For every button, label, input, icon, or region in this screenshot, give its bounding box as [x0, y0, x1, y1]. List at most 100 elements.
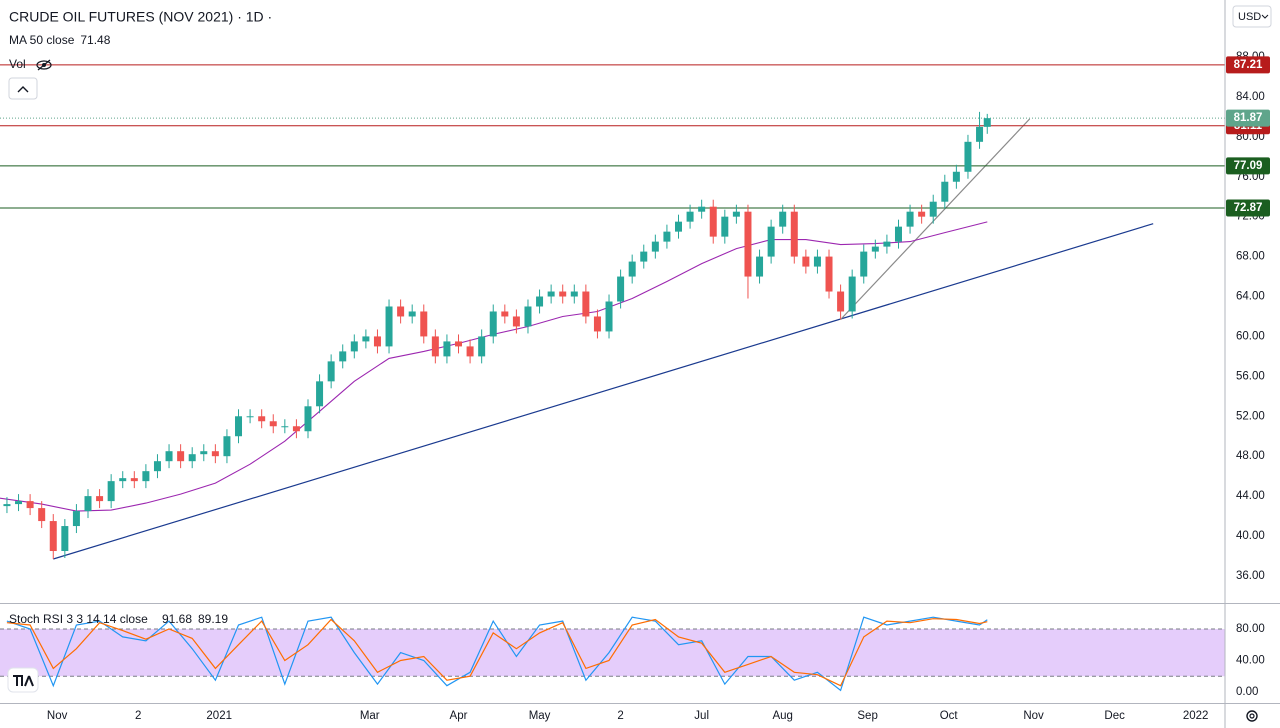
x-tick-label: 2 [617, 710, 623, 722]
candle-body [466, 346, 474, 357]
y-tick-label: 36.00 [1236, 570, 1265, 582]
price-tag [1226, 199, 1270, 217]
x-tick-label: 2022 [1183, 710, 1209, 722]
candle-body [894, 226, 902, 242]
y-tick-label: 68.00 [1236, 251, 1265, 263]
ma-legend-value: 71.48 [80, 33, 110, 47]
candle-body [72, 511, 80, 527]
candle-body [397, 306, 405, 317]
x-tick-label: Aug [772, 710, 792, 722]
candle-body [512, 316, 520, 327]
x-tick-label: Oct [940, 710, 959, 722]
y-tick-label: 80.00 [1236, 623, 1265, 635]
stoch-d-value: 89.19 [198, 612, 228, 626]
candle-body [107, 481, 115, 502]
candle-body [779, 211, 787, 227]
candle-body [408, 311, 416, 317]
x-tick-label: Mar [360, 710, 380, 722]
x-tick-label: 2 [135, 710, 141, 722]
candle-body [721, 216, 729, 237]
candle-body [906, 211, 914, 227]
candle-body [119, 478, 127, 482]
candle-body [871, 246, 879, 252]
candle-body [165, 451, 173, 462]
settings-icon[interactable] [1246, 710, 1258, 722]
trend-line [53, 223, 1154, 560]
candle-body [640, 251, 648, 262]
candle-body [431, 336, 439, 357]
chart-title: CRUDE OIL FUTURES (NOV 2021) · 1D · [9, 9, 272, 25]
candle-body [281, 426, 289, 428]
x-tick-label: Apr [450, 710, 468, 722]
candle-body [455, 341, 463, 347]
candle-body [96, 496, 104, 502]
y-tick-label: 48.00 [1236, 450, 1265, 462]
y-tick-label: 64.00 [1236, 291, 1265, 303]
candle-body [501, 311, 509, 317]
candle-body [802, 256, 810, 267]
candle-body [373, 336, 381, 347]
candle-body [674, 221, 682, 232]
candle-body [628, 261, 636, 277]
y-tick-label: 40.00 [1236, 655, 1265, 667]
candle-body [918, 211, 926, 217]
candle-body [142, 471, 150, 482]
candle-body [983, 118, 991, 127]
candle-body [559, 291, 567, 297]
price-tag [1226, 109, 1270, 127]
candle-body [211, 451, 219, 457]
candle-body [709, 206, 717, 237]
candle-body [605, 301, 613, 332]
stoch-band [0, 628, 1225, 677]
currency-button[interactable]: USD [1232, 5, 1272, 28]
candle-body [813, 256, 821, 267]
candle-body [651, 241, 659, 252]
candle-body [269, 421, 277, 427]
candle-body [941, 181, 949, 202]
x-tick-label: Nov [1023, 710, 1044, 722]
currency-label[interactable]: USD [1238, 11, 1261, 23]
volume-legend: Vol [9, 57, 26, 71]
visibility-icon[interactable] [36, 59, 52, 71]
x-tick-label: May [529, 710, 551, 722]
candle-body [61, 526, 69, 552]
x-tick-label: 2021 [206, 710, 232, 722]
candle-body [316, 381, 324, 407]
collapse-button[interactable] [8, 77, 38, 100]
candle-body [617, 276, 625, 302]
candle-body [443, 341, 451, 357]
y-tick-label: 56.00 [1236, 370, 1265, 382]
candle-body [339, 351, 347, 362]
candle-body [38, 508, 46, 522]
candle-body [223, 436, 231, 457]
price-tag [1226, 56, 1270, 74]
price-tag-label: 77.09 [1234, 160, 1263, 172]
stoch-line [6, 616, 988, 692]
candle-body [663, 231, 671, 242]
ma-legend: MA 50 close [9, 33, 75, 47]
candle-body [848, 276, 856, 312]
candle-body [756, 256, 764, 277]
candle-body [582, 291, 590, 317]
candle-body [790, 211, 798, 257]
candle-body [153, 461, 161, 472]
candle-body [246, 416, 254, 418]
x-tick-label: Jul [694, 710, 709, 722]
y-tick-label: 40.00 [1236, 530, 1265, 542]
stoch-k-value: 91.68 [162, 612, 192, 626]
candle-body [547, 291, 555, 297]
candle-body [177, 451, 185, 462]
candle-body [593, 316, 601, 332]
y-tick-label: 52.00 [1236, 410, 1265, 422]
candle-body [26, 501, 34, 509]
candle-body [258, 416, 266, 422]
candle-body [976, 126, 984, 142]
candle-body [84, 496, 92, 512]
y-tick-label: 60.00 [1236, 330, 1265, 342]
candle-body [235, 416, 243, 437]
price-tag-label: 72.87 [1234, 202, 1263, 214]
candle-body [686, 211, 694, 222]
x-tick-label: Dec [1104, 710, 1125, 722]
candle-body [524, 306, 532, 327]
